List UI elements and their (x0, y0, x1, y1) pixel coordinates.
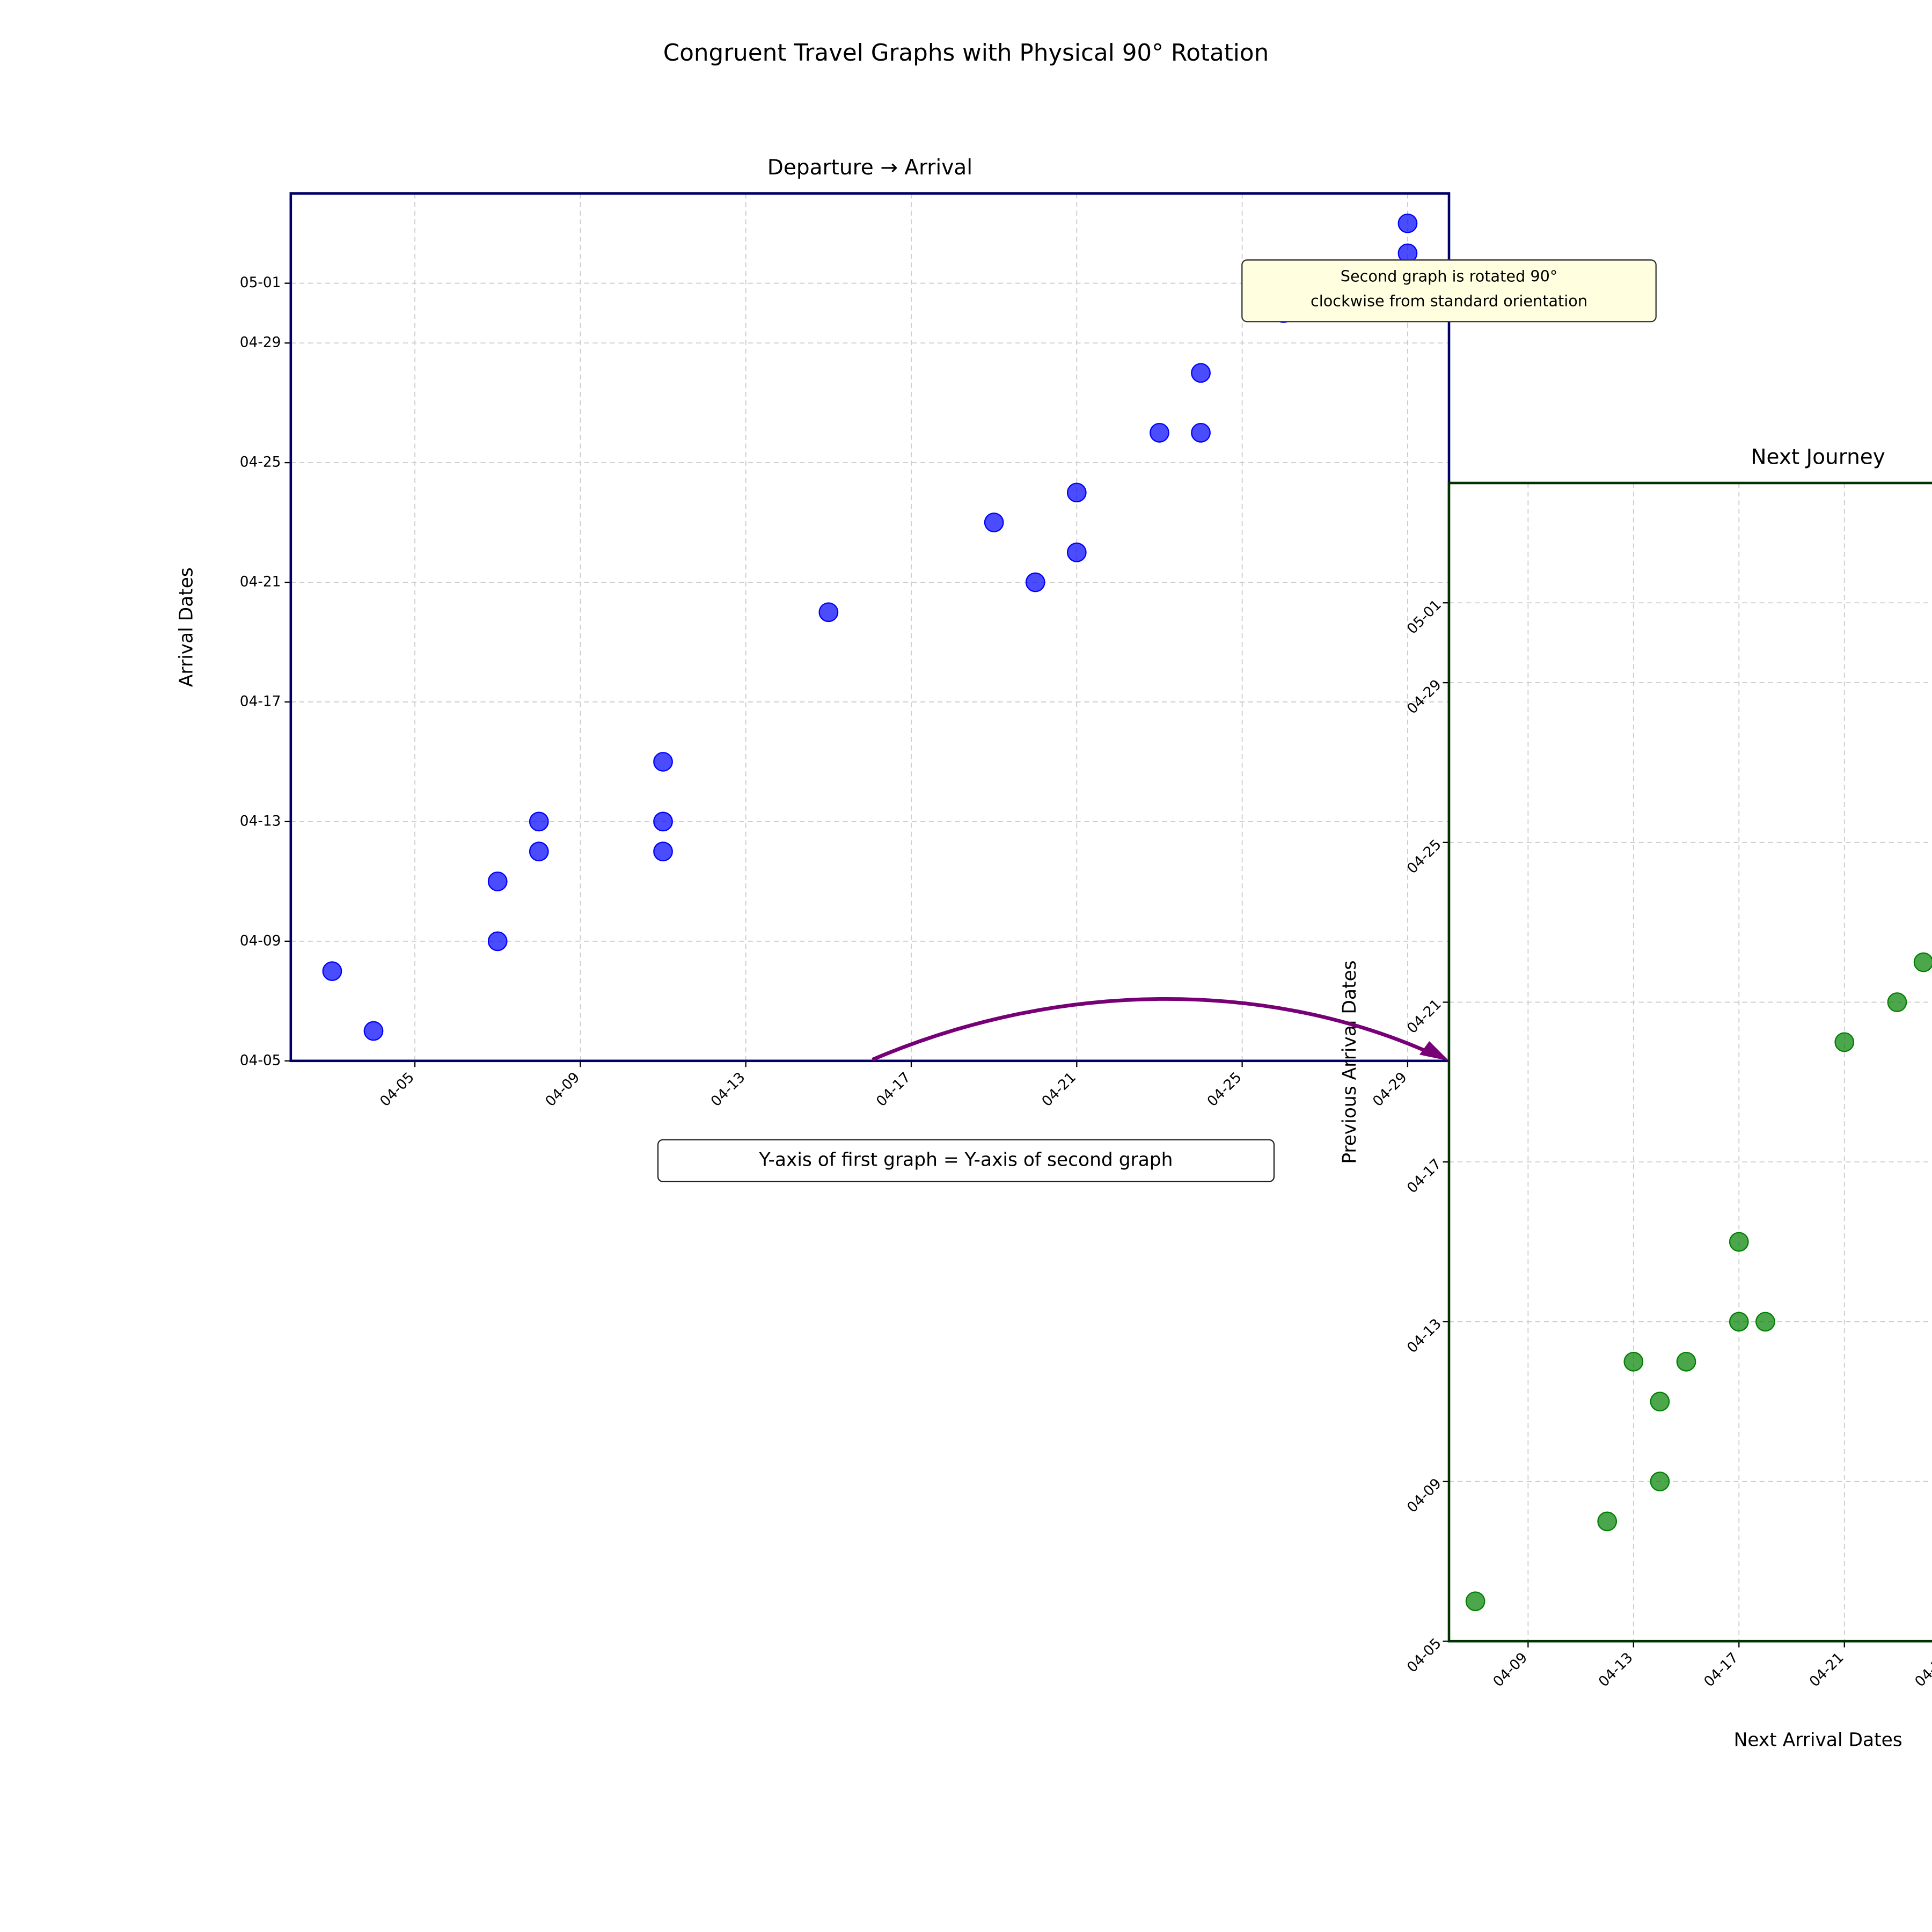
plot-area (1449, 483, 1932, 1642)
annotation-box (1241, 259, 1657, 323)
scatter-point (1729, 1232, 1749, 1252)
y-axis-label: Arrival Dates (175, 567, 197, 687)
scatter-point (1150, 422, 1169, 443)
scatter-point (322, 961, 342, 981)
scatter-point (653, 841, 673, 862)
arrow-head (1419, 1041, 1449, 1061)
scatter-point (1191, 422, 1211, 443)
scatter-point (1066, 542, 1087, 562)
scatter-point (1191, 363, 1211, 383)
scatter-point (1465, 1591, 1485, 1612)
scatter-point (1025, 572, 1045, 592)
annotation-box (657, 1139, 1275, 1182)
charts: 04-05 04-09 04-13 04-17 04-21 04-25 04-2904-05… (175, 156, 1932, 1751)
scatter-point (1066, 482, 1087, 503)
scatter-point (529, 841, 549, 862)
scatter-point (653, 752, 673, 772)
y-axis-label: Previous Arrival Dates (1339, 960, 1360, 1163)
chart: 04-05 04-09 04-13 04-17 04-21 04-25 04-2904-05… (175, 156, 1451, 1170)
scatter-point (363, 1021, 384, 1041)
scatter-point (487, 872, 508, 891)
annotation: Y-axis of first graph = Y-axis of second… (759, 1149, 1173, 1170)
scatter-point (487, 931, 508, 952)
scatter-point (1913, 952, 1932, 972)
scatter-point (1650, 1392, 1670, 1412)
scatter-point (1729, 1312, 1749, 1332)
chart: 04-09 04-13 04-17 04-21 04-2504-0504-0904-13… (1339, 445, 1932, 1751)
y-tick-label: 04-05 (240, 1052, 281, 1069)
scatter-point (984, 513, 1004, 532)
y-tick-label: 05-01 (240, 274, 281, 291)
scatter-point (1834, 1032, 1855, 1052)
scatter-point (1650, 1472, 1670, 1491)
scatter-point (1597, 1511, 1618, 1532)
annotation: Second graph is rotated 90° (1341, 267, 1557, 286)
scatter-point (1887, 992, 1907, 1012)
rotation-arrow (872, 997, 1435, 1062)
y-tick-label: 04-13 (240, 813, 281, 829)
chart-title: Departure → Arrival (767, 156, 972, 180)
annotation: clockwise from standard orientation (1311, 292, 1587, 310)
scatter-point (529, 811, 549, 832)
scatter-point (1755, 1312, 1775, 1332)
y-tick-label: 04-25 (240, 454, 281, 471)
figure-title: Congruent Travel Graphs with Physical 90… (663, 40, 1269, 67)
scatter-point (653, 811, 673, 832)
scatter-point (1397, 213, 1418, 233)
scatter-point (1676, 1351, 1696, 1372)
y-tick-label: 04-17 (240, 693, 281, 709)
y-tick-label: 04-21 (240, 574, 281, 590)
y-tick-label: 04-09 (240, 932, 281, 949)
plot-area (290, 193, 1450, 1061)
scatter-point (818, 602, 839, 623)
x-axis-label: Next Arrival Dates (1734, 1730, 1902, 1751)
chart-title: Next Journey (1751, 445, 1885, 470)
y-tick-label: 04-29 (240, 334, 281, 351)
scatter-point (1623, 1351, 1644, 1372)
plot-frame (1447, 481, 1932, 1643)
